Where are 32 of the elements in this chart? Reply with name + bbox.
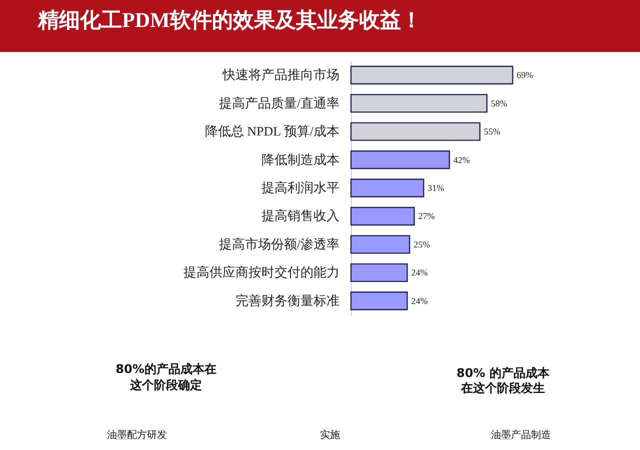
data-label: 27% (418, 211, 436, 222)
bar (350, 263, 408, 282)
data-label: 25% (414, 239, 431, 250)
data-label: 24% (411, 296, 428, 306)
text: 这个阶段确定 (129, 378, 202, 392)
text: 油墨配方研发 (107, 429, 167, 441)
text: 80% 的产品成本 (456, 366, 550, 380)
y-tick-label: 降低总 NPDL 预算/成本 (204, 124, 340, 139)
text: 实施 (320, 429, 340, 441)
y-tick-label: 提高产品质量/直通率 (218, 95, 340, 110)
data-label: 58% (490, 98, 508, 108)
data-label: 31% (428, 183, 445, 193)
data-label: 24% (411, 268, 428, 278)
data-label: 42% (453, 154, 470, 165)
text: 油墨产品制造 (491, 429, 551, 441)
data-label: 69% (516, 70, 534, 80)
bar (350, 178, 424, 198)
y-tick-label: 提高利润水平 (262, 180, 340, 195)
data-label: 55% (484, 126, 501, 137)
bar (350, 292, 408, 310)
y-tick-label: 快速将产品推向市场 (222, 67, 340, 82)
y-tick-label: 提高供应商按时交付的能力 (184, 264, 340, 280)
text: 80%的产品成本在 (116, 362, 216, 376)
y-tick-label: 完善财务衡量标准 (236, 292, 340, 308)
text: 在这个阶段发生 (460, 381, 545, 395)
bar (350, 150, 450, 170)
chart-title: 精细化工PDM软件的效果及其业务收益！ (37, 8, 422, 32)
y-tick-label: 提高市场份额/渗透率 (218, 236, 340, 252)
bar (350, 206, 415, 226)
bar (350, 235, 410, 254)
y-tick-label: 提高销售收入 (262, 208, 340, 224)
y-tick-label: 降低制造成本 (262, 152, 340, 167)
